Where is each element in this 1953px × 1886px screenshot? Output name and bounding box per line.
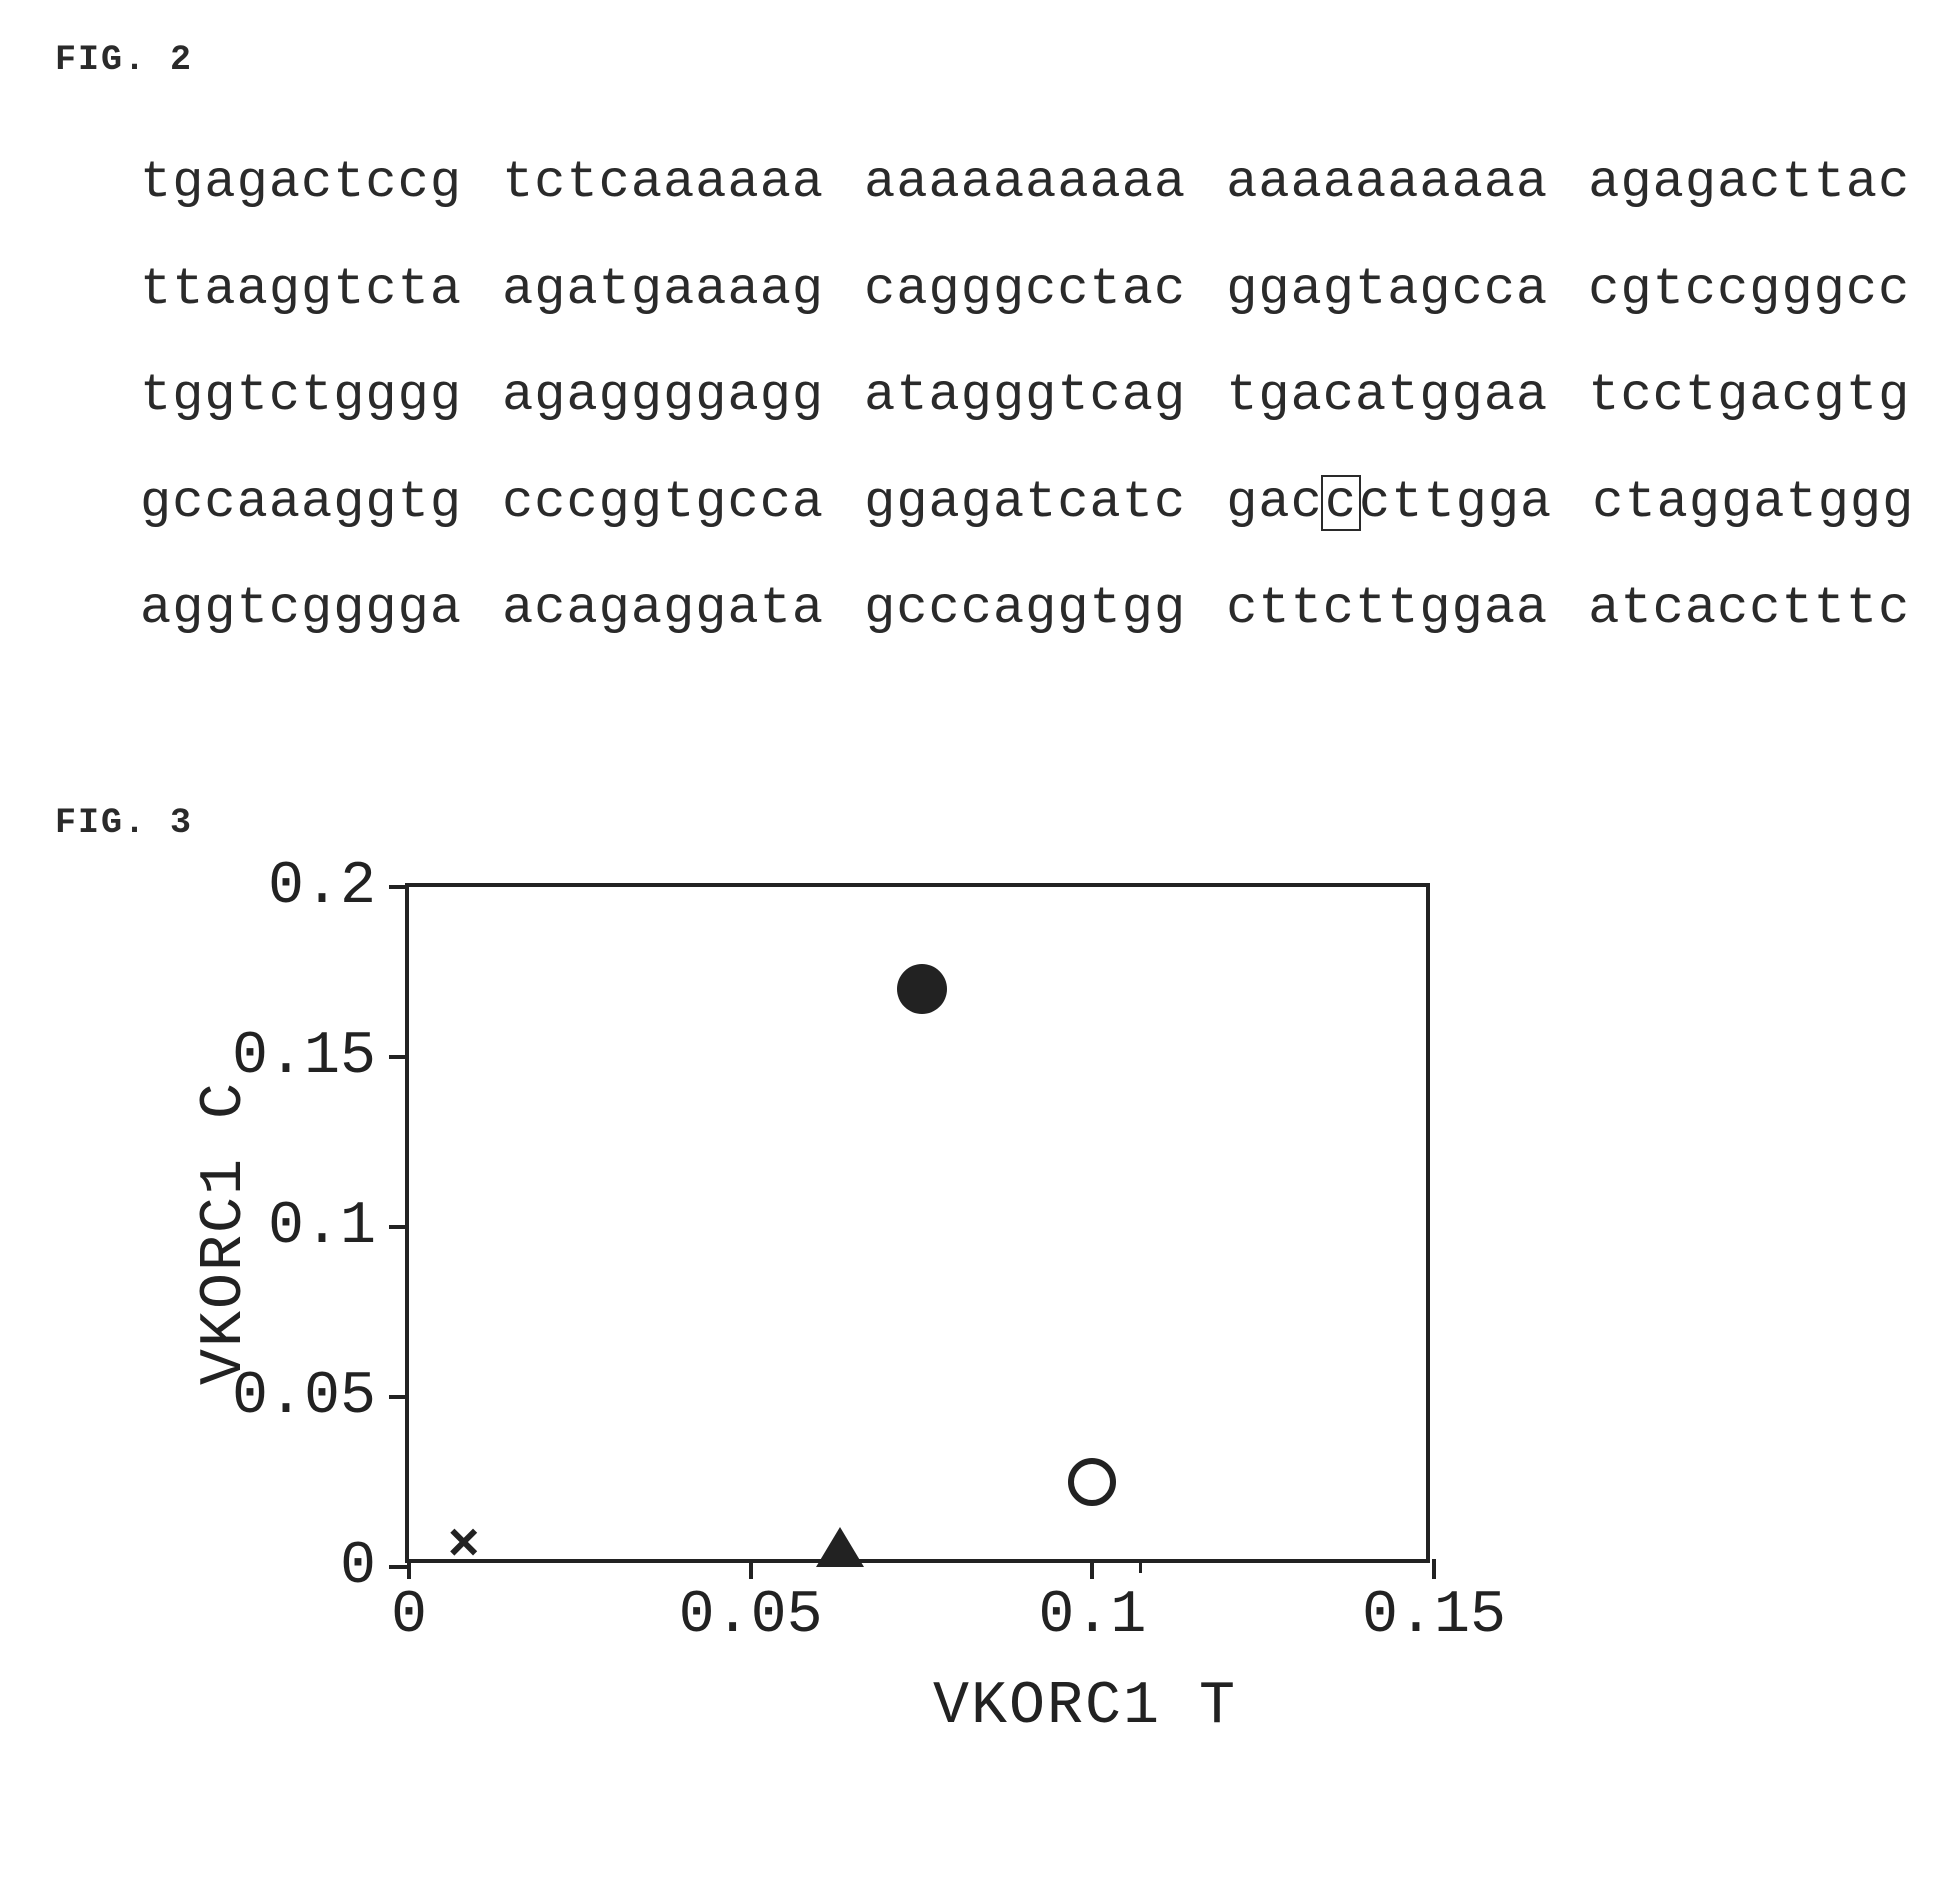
x-tick-label: 0.05 <box>679 1582 823 1650</box>
sequence-group: ctaggatggg <box>1592 450 1914 557</box>
filled-circle-icon <box>897 964 947 1014</box>
sequence-row: aggtcgggga acagaggata gcccaggtgg cttcttggaa… <box>140 556 1913 663</box>
scatter-chart: 00.050.10.150.200.050.10.15× VKORC1 T <box>405 883 1505 1643</box>
y-tick <box>389 1395 409 1399</box>
sequence-group: agaggggagg <box>502 343 824 450</box>
sequence-group: gccaaaggtg <box>140 450 462 557</box>
y-tick <box>389 1565 409 1569</box>
data-point <box>897 964 947 1014</box>
sequence-group: ggagatcatc <box>864 450 1186 557</box>
y-tick-label: 0 <box>340 1533 376 1601</box>
open-circle-icon <box>1068 1458 1116 1506</box>
data-point <box>816 1527 864 1567</box>
sequence-row: tgagactccg tctcaaaaaa aaaaaaaaaa aaaaaaaaaa… <box>140 130 1913 237</box>
sequence-group: cagggcctac <box>864 237 1186 344</box>
y-tick <box>389 885 409 889</box>
sequence-row: tggtctgggg agaggggagg atagggtcag tgacatggaa… <box>140 343 1913 450</box>
fig3-label: FIG. 3 <box>55 803 1913 843</box>
sequence-group: atagggtcag <box>864 343 1186 450</box>
y-tick <box>389 1225 409 1229</box>
sequence-group: agatgaaaag <box>502 237 824 344</box>
sequence-group: atcacctttc <box>1588 556 1910 663</box>
boxed-nucleotide: c <box>1321 475 1361 531</box>
sequence-group: cccggtgcca <box>502 450 824 557</box>
y-tick-label: 0.1 <box>268 1193 376 1261</box>
triangle-icon <box>816 1527 864 1567</box>
x-tick <box>749 1559 753 1579</box>
data-point: × <box>447 1520 479 1574</box>
y-tick <box>389 1055 409 1059</box>
x-tick <box>1432 1559 1436 1579</box>
x-tick-label: 0 <box>391 1582 427 1650</box>
sequence-group: gacccttgga <box>1226 450 1552 557</box>
sequence-group: tcctgacgtg <box>1588 343 1910 450</box>
sequence-row: ttaaggtcta agatgaaaag cagggcctac ggagtagcca… <box>140 237 1913 344</box>
plot-area: 00.050.10.150.200.050.10.15× <box>405 883 1430 1563</box>
y-tick-label: 0.15 <box>232 1023 376 1091</box>
sequence-group: acagaggata <box>502 556 824 663</box>
sequence-group: tctcaaaaaa <box>502 130 824 237</box>
sequence-group: gcccaggtgg <box>864 556 1186 663</box>
sequence-block: tgagactccg tctcaaaaaa aaaaaaaaaa aaaaaaaaaa… <box>140 130 1913 663</box>
x-axis-title: VKORC1 T <box>933 1673 1237 1741</box>
x-tick-label: 0.1 <box>1038 1582 1146 1650</box>
x-minor-tick <box>1139 1559 1142 1573</box>
x-tick <box>407 1559 411 1579</box>
sequence-group: agagacttac <box>1588 130 1910 237</box>
sequence-group: cttcttggaa <box>1226 556 1548 663</box>
sequence-group: tgacatggaa <box>1226 343 1548 450</box>
y-axis-title: VKORC1 C <box>191 1081 259 1385</box>
y-tick-label: 0.05 <box>232 1363 376 1431</box>
sequence-group: aggtcgggga <box>140 556 462 663</box>
sequence-group: ttaaggtcta <box>140 237 462 344</box>
data-point <box>1068 1458 1116 1506</box>
y-tick-label: 0.2 <box>268 853 376 921</box>
sequence-group: ggagtagcca <box>1226 237 1548 344</box>
sequence-group: aaaaaaaaaa <box>1226 130 1548 237</box>
sequence-group: cgtccgggcc <box>1588 237 1910 344</box>
sequence-group: tgagactccg <box>140 130 462 237</box>
fig2-label: FIG. 2 <box>55 40 1913 80</box>
x-tick <box>1090 1559 1094 1579</box>
sequence-group: tggtctgggg <box>140 343 462 450</box>
sequence-group: aaaaaaaaaa <box>864 130 1186 237</box>
sequence-row: gccaaaggtg cccggtgcca ggagatcatc gacccttgga… <box>140 450 1913 557</box>
chart-container: VKORC1 C 00.050.10.150.200.050.10.15× VK… <box>235 883 1535 1643</box>
x-marker-icon: × <box>447 1520 479 1574</box>
x-tick-label: 0.15 <box>1362 1582 1506 1650</box>
